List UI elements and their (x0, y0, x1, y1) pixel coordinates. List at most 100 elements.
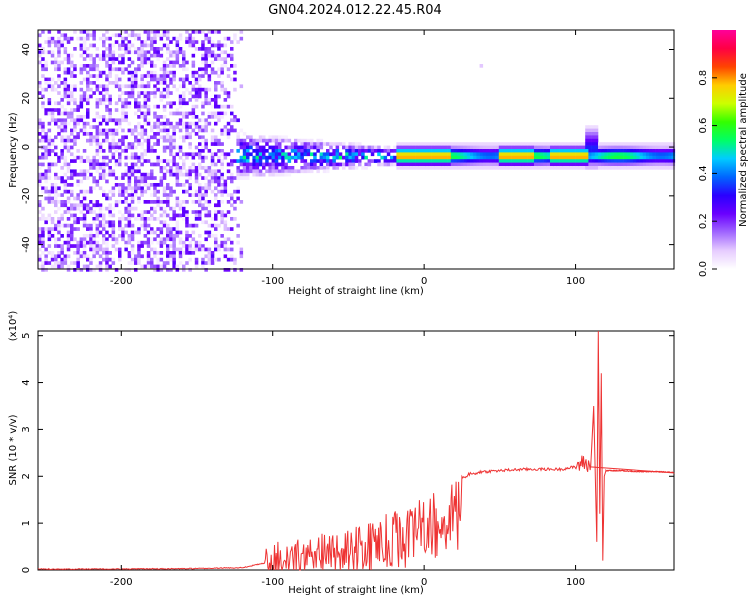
heatmap-cell (566, 155, 570, 160)
heatmap-cell (162, 206, 167, 211)
heatmap-cell (111, 230, 116, 235)
heatmap-cell (105, 60, 109, 65)
heatmap-cell (63, 142, 68, 146)
heatmap-cell (108, 47, 112, 51)
heatmap-cell (143, 43, 148, 48)
heatmap-cell (169, 234, 173, 238)
heatmap-cell (585, 128, 589, 133)
heatmap-cell (239, 169, 244, 174)
heatmap-cell (594, 155, 599, 160)
heatmap-cell (57, 53, 61, 58)
heatmap-cell (127, 240, 132, 245)
heatmap-cell (150, 30, 154, 34)
heatmap-cell (431, 149, 436, 153)
heatmap-cell (492, 142, 496, 146)
heatmap-cell (338, 142, 343, 146)
heatmap-cell (230, 159, 234, 163)
heatmap-cell (588, 159, 592, 163)
heatmap-cell (217, 257, 221, 262)
heatmap-cell (98, 53, 103, 58)
heatmap-cell (98, 57, 103, 61)
heatmap-cell (153, 206, 157, 211)
heatmap-cell (242, 172, 247, 177)
heatmap-cell (396, 149, 400, 153)
heatmap-cell (140, 74, 144, 78)
heatmap-cell (44, 138, 48, 143)
heatmap-cell (92, 186, 96, 191)
heatmap-cell (553, 149, 557, 153)
heatmap-cell (220, 210, 224, 214)
heatmap-cell (95, 169, 100, 174)
heatmap-cell (178, 98, 183, 102)
heatmap-cell (633, 145, 637, 150)
heatmap-cell (220, 172, 224, 177)
heatmap-cell (105, 254, 109, 259)
heatmap-cell (41, 121, 45, 126)
heatmap-cell (156, 77, 160, 82)
heatmap-cell (226, 128, 231, 133)
heatmap-cell (230, 57, 234, 61)
heatmap-cell (188, 132, 192, 136)
heatmap-cell (207, 64, 212, 68)
heatmap-cell (226, 104, 231, 109)
heatmap-cell (73, 125, 77, 129)
heatmap-cell (226, 36, 231, 41)
heatmap-cell (578, 155, 583, 160)
heatmap-cell (514, 162, 519, 167)
heatmap-cell (76, 172, 80, 177)
heatmap-cell (124, 230, 128, 235)
heatmap-cell (242, 142, 247, 146)
heatmap-cell (50, 217, 55, 221)
heatmap-cell (60, 264, 64, 269)
heatmap-cell (73, 196, 77, 201)
heatmap-cell (60, 166, 64, 170)
heatmap-cell (473, 162, 477, 167)
heatmap-cell (450, 149, 455, 153)
heatmap-cell (153, 33, 157, 38)
heatmap-cell (457, 142, 461, 146)
heatmap-cell (348, 145, 352, 150)
heatmap-cell (249, 135, 253, 140)
heatmap-cell (172, 84, 176, 89)
heatmap-cell (150, 217, 154, 221)
heatmap-cell (54, 108, 58, 112)
heatmap-cell (572, 159, 576, 163)
heatmap-cell (98, 254, 103, 259)
heatmap-cell (303, 166, 308, 170)
heatmap-cell (198, 217, 202, 221)
heatmap-cell (73, 203, 77, 208)
heatmap-cell (226, 200, 231, 204)
heatmap-cell (255, 172, 260, 177)
heatmap-cell (124, 104, 128, 109)
heatmap-cell (166, 43, 170, 48)
heatmap-cell (185, 125, 189, 129)
heatmap-cell (367, 159, 372, 163)
heatmap-cell (146, 223, 151, 228)
heatmap-cell (98, 84, 103, 89)
heatmap-cell (137, 169, 141, 174)
heatmap-cell (79, 36, 84, 41)
heatmap-cell (127, 57, 132, 61)
heatmap-cell (201, 257, 205, 262)
heatmap-cell (146, 53, 151, 58)
heatmap-cell (332, 152, 336, 157)
heatmap-cell (63, 186, 68, 191)
heatmap-cell (431, 142, 436, 146)
heatmap-cell (646, 152, 650, 157)
heatmap-cell (50, 87, 55, 92)
heatmap-cell (386, 149, 391, 153)
heatmap-cell (425, 155, 429, 160)
heatmap-cell (172, 244, 176, 248)
heatmap-cell (134, 179, 138, 184)
heatmap-cell (543, 166, 548, 170)
heatmap-cell (450, 155, 455, 160)
heatmap-cell (162, 186, 167, 191)
heatmap-cell (498, 162, 503, 167)
heatmap-cell (134, 155, 138, 160)
heatmap-cell (662, 142, 666, 146)
heatmap-cell (137, 217, 141, 221)
heatmap-cell (418, 166, 423, 170)
heatmap-cell (79, 118, 84, 123)
heatmap-cell (188, 142, 192, 146)
